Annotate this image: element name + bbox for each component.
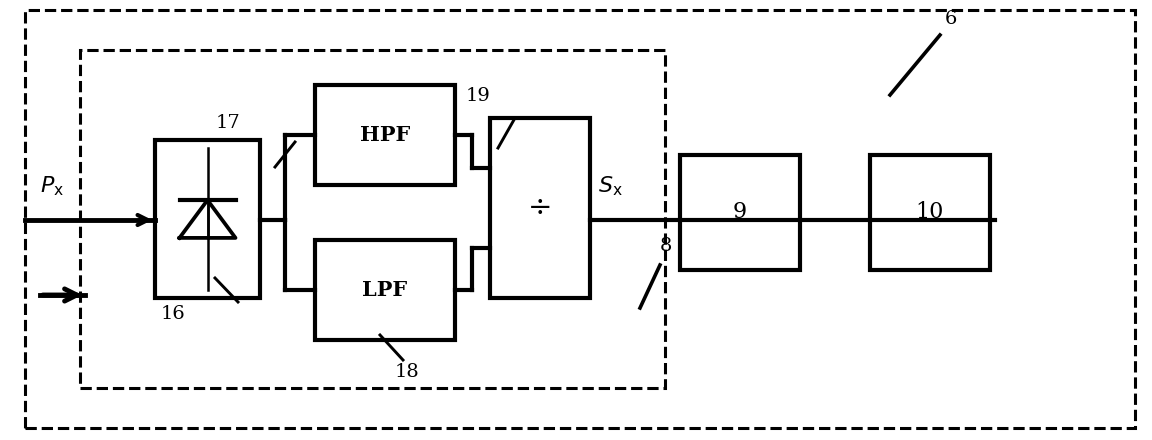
Text: $P_{\rm x}$: $P_{\rm x}$ — [40, 174, 65, 198]
Text: 17: 17 — [215, 114, 240, 132]
Bar — [870, 155, 990, 270]
Text: ÷: ÷ — [528, 194, 552, 222]
Bar — [490, 118, 590, 298]
Bar — [680, 155, 799, 270]
Bar — [156, 140, 260, 298]
Text: 8: 8 — [660, 237, 673, 255]
Bar — [314, 240, 455, 340]
Bar — [314, 85, 455, 185]
Text: 10: 10 — [916, 202, 945, 224]
Text: 6: 6 — [945, 10, 957, 28]
Bar — [79, 50, 665, 388]
Text: LPF: LPF — [363, 280, 408, 300]
Text: $S_{\rm x}$: $S_{\rm x}$ — [598, 174, 623, 198]
Text: HPF: HPF — [359, 125, 410, 145]
Text: 16: 16 — [160, 305, 185, 323]
Text: 18: 18 — [395, 363, 419, 381]
Text: 9: 9 — [733, 202, 746, 224]
Text: 19: 19 — [465, 87, 490, 105]
